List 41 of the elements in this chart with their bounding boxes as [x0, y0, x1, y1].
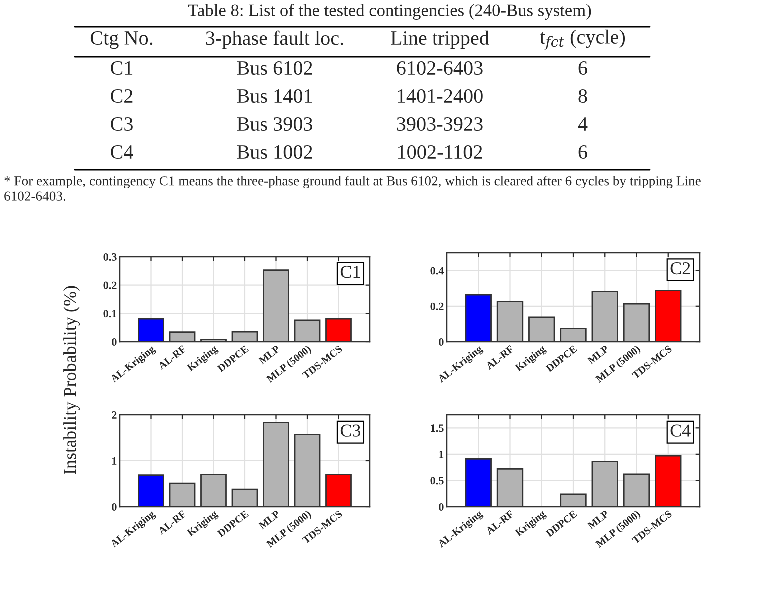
- text: Bus 1401: [237, 89, 312, 104]
- text: * For example, contingency C1 means the three-phase ground fault at Bus 6102, which is cleared after 6 cycles by tripping Line 6102-6403.: [4, 176, 701, 201]
- y-tick-label: 0.1: [104, 310, 117, 318]
- y-tick-label: 1.5: [431, 424, 444, 432]
- y-tick-label: 0.4: [430, 267, 444, 275]
- y-tick-label: 0.5: [430, 477, 444, 485]
- text: Bus 3903: [237, 117, 313, 132]
- chart-title: C3: [340, 424, 361, 437]
- text: 4: [578, 118, 588, 131]
- y-tick-label: 0.2: [430, 302, 444, 310]
- text: C3: [111, 118, 133, 132]
- text: C4: [111, 146, 134, 160]
- text: 6: [578, 146, 588, 160]
- text: Ctg No.: [90, 31, 153, 50]
- y-tick-label: 0.2: [104, 282, 117, 290]
- y-tick-label: 0: [439, 338, 444, 346]
- text: 1002-1102: [398, 145, 482, 160]
- text: 3-phase fault loc.: [206, 30, 344, 50]
- text: t$_{fct}$ (cycle): [540, 30, 626, 50]
- chart-title: C1: [340, 266, 360, 278]
- text: Bus 1002: [237, 145, 312, 160]
- y-tick-label: 1: [440, 450, 444, 458]
- y-tick-label: 1: [112, 458, 117, 465]
- text: Table 8: List of the tested contingencies (240-Bus system): [188, 4, 592, 20]
- text: 8: [578, 89, 588, 104]
- text: 1401-2400: [398, 89, 483, 104]
- text: 6102-6403: [397, 61, 483, 76]
- y-tick-label: 0: [439, 503, 444, 511]
- y-tick-label: 0: [112, 503, 117, 511]
- text: Bus 6102: [237, 61, 312, 76]
- y-tick-label: 2: [112, 411, 117, 419]
- chart-title: C2: [670, 262, 690, 275]
- text: 6: [578, 62, 588, 76]
- text: Line tripped: [391, 30, 490, 50]
- y-tick-label: 0.3: [104, 253, 117, 262]
- text: C1: [111, 62, 133, 76]
- chart-title: C4: [670, 424, 691, 437]
- text: C2: [111, 90, 133, 104]
- y-axis-title: Instability Probability (%): [64, 286, 80, 474]
- y-tick-label: 0: [112, 338, 117, 346]
- text: 3903-3923: [397, 117, 483, 132]
